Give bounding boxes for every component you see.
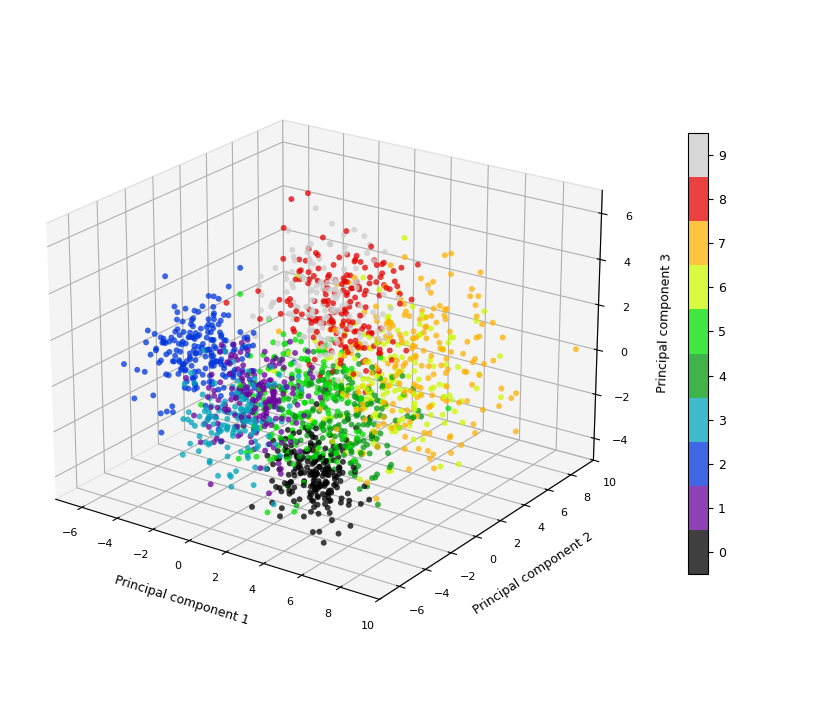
X-axis label: Principal component 1: Principal component 1 (113, 574, 251, 628)
Y-axis label: Principal component 2: Principal component 2 (471, 530, 596, 617)
